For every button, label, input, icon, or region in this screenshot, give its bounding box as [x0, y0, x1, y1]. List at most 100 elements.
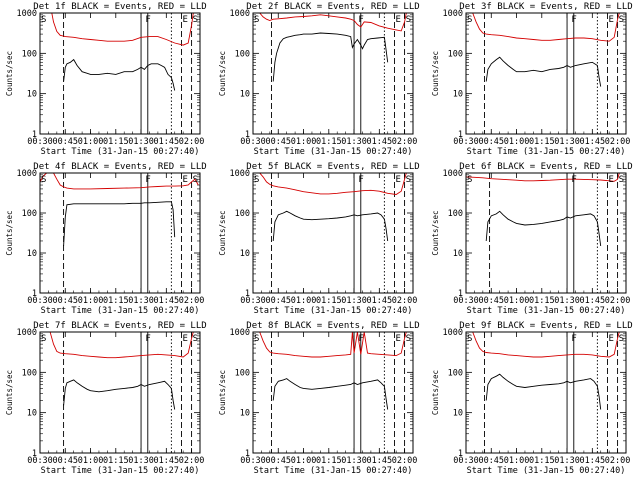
marker-label: E	[182, 15, 187, 25]
panel-title: Det 7f BLACK = Events, RED = LLD	[33, 321, 206, 331]
marker-label: E	[608, 175, 613, 185]
marker-label: F	[571, 334, 576, 344]
events-series-line	[272, 32, 389, 82]
marker-label: F	[145, 175, 150, 185]
marker-label: F	[358, 15, 363, 25]
panel-title: Det 2f BLACK = Events, RED = LLD	[246, 2, 419, 12]
x-tick-label: 01:30	[128, 456, 154, 466]
marker-label: E	[608, 334, 613, 344]
y-tick-label: 10	[240, 409, 250, 419]
x-axis-label: Start Time (31-Jan-15 00:27:40)	[254, 466, 413, 476]
y-axis-label: Counts/sec	[5, 210, 14, 255]
x-tick-label: 02:00	[605, 296, 631, 306]
panel-5: Det 5f BLACK = Events, RED = LLD Counts/s…	[218, 162, 420, 316]
y-tick-label: 100	[235, 368, 250, 378]
x-tick-label: 01:45	[367, 296, 393, 306]
x-axis-label: Start Time (31-Jan-15 00:27:40)	[254, 147, 413, 157]
x-tick-label: 00:30	[27, 137, 53, 147]
y-tick-label: 10	[27, 90, 37, 100]
x-axis-label: Start Time (31-Jan-15 00:27:40)	[467, 147, 626, 157]
marker-label: S	[41, 334, 46, 344]
x-tick-label: 01:30	[554, 296, 580, 306]
x-tick-label: 00:45	[52, 296, 78, 306]
y-tick-label: 100	[448, 49, 463, 59]
x-tick-label: 01:00	[291, 296, 317, 306]
x-tick-label: 01:15	[103, 296, 129, 306]
marker-label: S	[619, 15, 624, 25]
lld-series-line	[259, 13, 407, 32]
x-tick-label: 00:45	[265, 296, 291, 306]
y-tick-label: 1000	[443, 9, 463, 19]
marker-label: S	[193, 175, 198, 185]
x-tick-label: 02:00	[605, 137, 631, 147]
panel-9: Det 9f BLACK = Events, RED = LLD Counts/s…	[431, 321, 633, 476]
panel-2: Det 2f BLACK = Events, RED = LLD Counts/s…	[218, 2, 420, 157]
y-tick-label: 1	[32, 449, 37, 459]
y-tick-label: 10	[27, 409, 37, 419]
y-tick-label: 10	[240, 90, 250, 100]
panel-1: Det 1f BLACK = Events, RED = LLD Counts/s…	[5, 2, 207, 157]
y-tick-label: 100	[235, 49, 250, 59]
x-tick-label: 01:45	[367, 456, 393, 466]
lld-series-line	[49, 332, 194, 359]
panel-title: Det 8f BLACK = Events, RED = LLD	[246, 321, 419, 331]
x-axis-label: Start Time (31-Jan-15 00:27:40)	[41, 466, 200, 476]
panel-title: Det 4f BLACK = Events, RED = LLD	[33, 162, 206, 172]
x-tick-label: 00:30	[453, 456, 479, 466]
x-tick-label: 00:30	[453, 137, 479, 147]
marker-label: S	[406, 15, 411, 25]
x-tick-label: 00:30	[240, 456, 266, 466]
y-axis-label: Counts/sec	[218, 51, 227, 96]
y-tick-label: 100	[22, 368, 37, 378]
y-tick-label: 1	[458, 289, 463, 299]
lld-series-line	[259, 173, 407, 195]
x-tick-label: 01:15	[316, 296, 342, 306]
plot-frame	[39, 331, 201, 454]
x-tick-label: 01:45	[154, 456, 180, 466]
lld-series-line	[472, 13, 620, 42]
y-tick-label: 10	[453, 409, 463, 419]
plot-frame	[39, 172, 201, 294]
x-tick-label: 01:15	[529, 137, 555, 147]
marker-label: S	[254, 175, 259, 185]
marker-label: E	[395, 15, 400, 25]
x-tick-label: 01:30	[341, 456, 367, 466]
y-axis-label: Counts/sec	[431, 210, 440, 255]
events-series-line	[272, 210, 389, 242]
marker-label: E	[182, 175, 187, 185]
panel-title: Det 3f BLACK = Events, RED = LLD	[459, 2, 632, 12]
x-axis-label: Start Time (31-Jan-15 00:27:40)	[41, 306, 200, 316]
events-series-line	[63, 58, 176, 91]
y-tick-label: 1000	[17, 169, 37, 179]
y-tick-label: 10	[27, 249, 37, 259]
marker-label: S	[254, 15, 259, 25]
x-tick-label: 01:00	[291, 456, 317, 466]
plot-frame	[252, 172, 414, 294]
x-tick-label: 01:30	[341, 137, 367, 147]
lld-series-line	[466, 173, 620, 182]
marker-label: S	[41, 15, 46, 25]
lld-series-line	[472, 332, 620, 358]
marker-label: S	[467, 175, 472, 185]
marker-label: S	[619, 334, 624, 344]
panel-7: Det 7f BLACK = Events, RED = LLD Counts/s…	[5, 321, 207, 476]
marker-label: E	[608, 15, 613, 25]
y-tick-label: 1000	[17, 328, 37, 338]
y-tick-label: 1	[458, 449, 463, 459]
x-tick-label: 01:45	[154, 137, 180, 147]
lld-series-line	[51, 13, 194, 46]
panel-8: Det 8f BLACK = Events, RED = LLD Counts/s…	[218, 321, 420, 476]
x-tick-label: 00:30	[453, 296, 479, 306]
x-tick-label: 02:00	[179, 296, 205, 306]
panel-6: Det 6f BLACK = Events, RED = LLD Counts/s…	[431, 162, 633, 316]
x-tick-label: 00:45	[265, 137, 291, 147]
y-tick-label: 100	[22, 209, 37, 219]
marker-label: E	[182, 334, 187, 344]
x-tick-label: 00:45	[478, 456, 504, 466]
x-tick-label: 02:00	[605, 456, 631, 466]
events-series-line	[485, 210, 602, 247]
y-tick-label: 1	[458, 130, 463, 140]
x-tick-label: 01:30	[128, 296, 154, 306]
x-tick-label: 02:00	[179, 137, 205, 147]
